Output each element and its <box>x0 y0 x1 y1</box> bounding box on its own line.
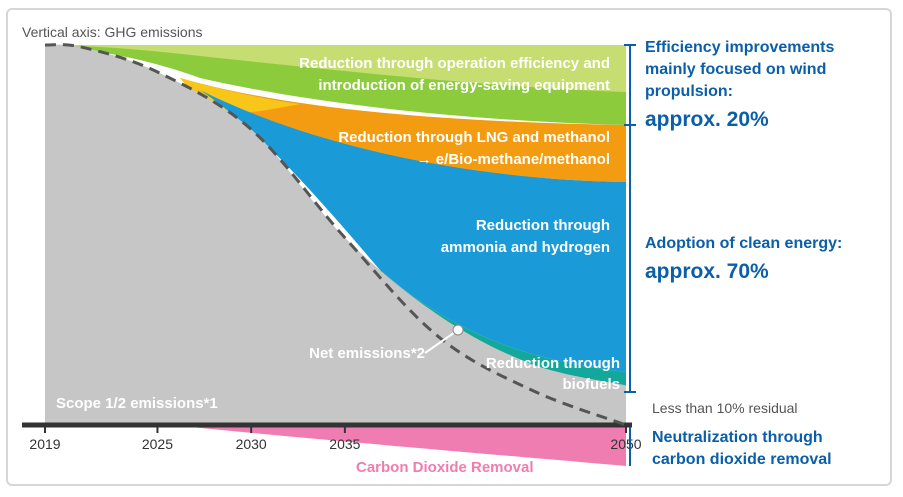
label-biofuels-line2: biofuels <box>562 376 620 393</box>
neutralization-annotation-line1: Neutralization through <box>652 429 823 446</box>
efficiency-annotation-value: approx. 20% <box>645 108 769 131</box>
label-carbon-removal: Carbon Dioxide Removal <box>356 459 534 476</box>
clean-energy-annotation-value: approx. 70% <box>645 260 769 283</box>
x-tick-label-2030: 2030 <box>236 436 267 452</box>
area-scope-emissions <box>45 44 626 425</box>
efficiency-annotation-line2: mainly focused on wind <box>645 61 826 78</box>
label-ammonia-line2: ammonia and hydrogen <box>441 239 610 256</box>
area-ammonia <box>200 90 626 372</box>
x-tick-label-2035: 2035 <box>329 436 360 452</box>
efficiency-annotation-line1: Efficiency improvements <box>645 39 835 56</box>
label-biofuels-line1: Reduction through <box>486 355 620 372</box>
efficiency-annotation-line3: propulsion: <box>645 83 733 100</box>
label-lng-line2: → e/Bio-methane/methanol <box>417 151 610 168</box>
net-emissions-marker <box>452 324 464 336</box>
y-axis-label: Vertical axis: GHG emissions <box>22 24 203 40</box>
label-efficiency-line1: Reduction through operation efficiency a… <box>299 55 610 72</box>
area-efficiency-light <box>45 45 626 92</box>
label-efficiency-line2: introduction of energy-saving equipment <box>318 77 610 94</box>
residual-annotation: Less than 10% residual <box>652 400 798 416</box>
x-ticks: 2019 2025 2030 2035 2050 <box>29 425 642 452</box>
neutralization-annotation-line2: carbon dioxide removal <box>652 451 832 468</box>
net-emissions-line <box>44 43 627 427</box>
x-tick-label-2019: 2019 <box>29 436 60 452</box>
x-tick-label-2025: 2025 <box>142 436 173 452</box>
clean-energy-annotation-title: Adoption of clean energy: <box>645 235 842 252</box>
label-ammonia-line1: Reduction through <box>476 217 610 234</box>
x-tick-label-2050: 2050 <box>610 436 641 452</box>
area-carbon-removal <box>170 425 626 466</box>
label-net-emissions: Net emissions*2 <box>309 345 425 362</box>
net-emissions-pointer <box>424 329 459 354</box>
label-scope-emissions: Scope 1/2 emissions*1 <box>56 395 218 412</box>
label-lng-line1: Reduction through LNG and methanol <box>338 129 610 146</box>
figure-border <box>6 8 892 486</box>
